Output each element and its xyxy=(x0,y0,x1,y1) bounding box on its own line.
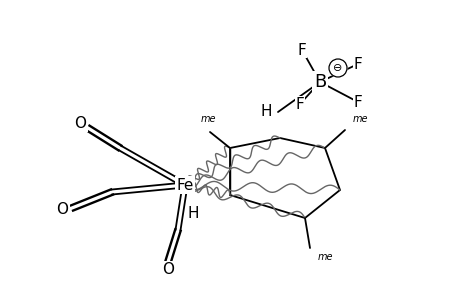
Text: F: F xyxy=(295,97,304,112)
Text: B: B xyxy=(313,73,325,91)
Text: O: O xyxy=(56,202,68,217)
Text: Fe: Fe xyxy=(176,178,193,193)
Text: me: me xyxy=(317,252,333,262)
Text: F: F xyxy=(297,43,306,58)
Text: F: F xyxy=(353,94,362,110)
Text: O: O xyxy=(74,116,86,130)
Circle shape xyxy=(328,59,346,77)
Text: H: H xyxy=(260,104,271,119)
Text: F: F xyxy=(353,56,362,71)
Text: O: O xyxy=(162,262,174,278)
Text: ⊖: ⊖ xyxy=(333,63,342,73)
Text: me: me xyxy=(352,114,368,124)
Text: H: H xyxy=(187,206,198,220)
Text: me: me xyxy=(200,114,215,124)
